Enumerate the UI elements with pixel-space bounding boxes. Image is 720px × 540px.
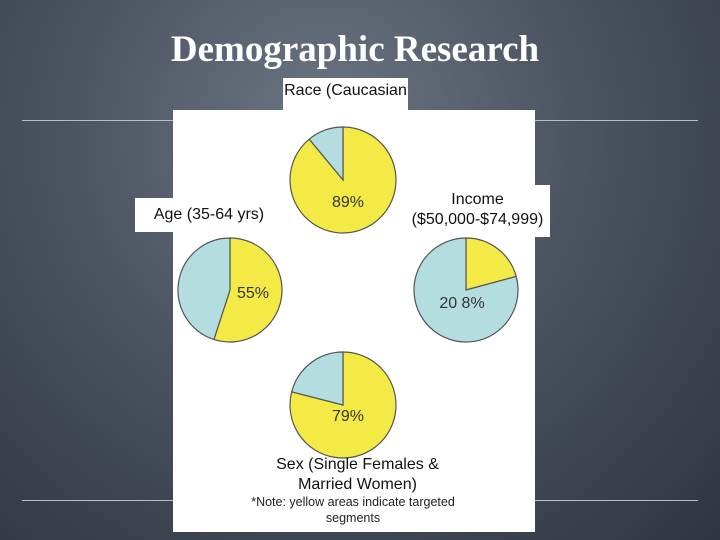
pie-slice [413, 237, 519, 343]
note: *Note: yellow areas indicate targeted se… [251, 495, 455, 525]
pie-title: Race (Caucasian [283, 78, 408, 124]
pie-slice [290, 351, 344, 406]
pie-slice [177, 237, 231, 341]
value-label: 89% [332, 194, 364, 211]
pie-title: Age (35-64 yrs) [135, 198, 283, 232]
value-label: 55% [237, 285, 269, 302]
value-label: 20 8% [439, 295, 484, 312]
pie-slice [465, 237, 517, 291]
pie-slice [213, 237, 283, 343]
value-label: 79% [332, 408, 364, 425]
pie-title: Sex (Single Females & Married Women) [276, 456, 439, 493]
slide-title: Demographic Research [170, 29, 540, 70]
pie-title: Income ($50,000-$74,999) [405, 185, 550, 237]
pie-slice [308, 126, 344, 182]
